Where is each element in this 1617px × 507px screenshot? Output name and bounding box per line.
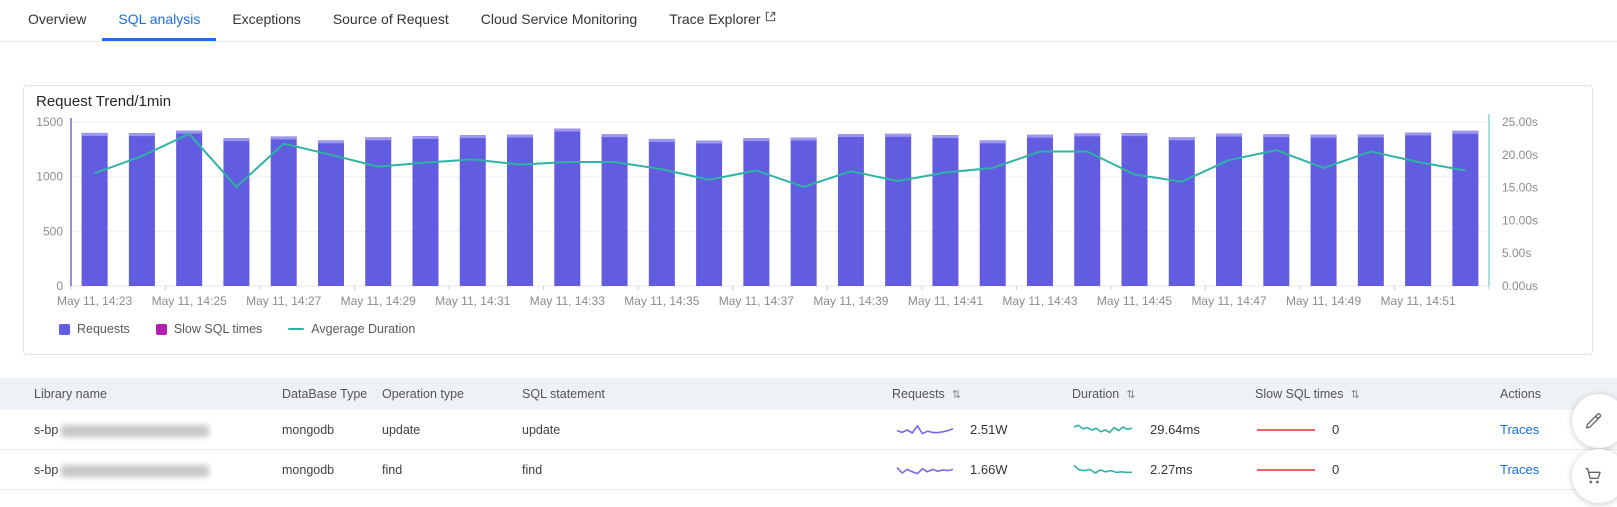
svg-text:May 11, 14:25: May 11, 14:25: [152, 294, 227, 308]
legend-item-slow-sql-times[interactable]: Slow SQL times: [155, 322, 263, 336]
slow-sql-sparkline: [1257, 469, 1315, 471]
request-trend-chart[interactable]: 0 500 1000 1500 0.00us 5.00s 10.00s 15.00s 20.00…: [24, 108, 1594, 334]
request-trend-card: Request Trend/1min 0 500 1000 1500 0.00us 5.0…: [23, 85, 1593, 355]
svg-text:May 11, 14:29: May 11, 14:29: [341, 294, 416, 308]
col-actions: Actions: [1500, 387, 1541, 401]
tab-bar: Overview SQL analysis Exceptions Source …: [0, 0, 1617, 42]
legend-label: Slow SQL times: [173, 322, 263, 336]
col-library-name: Library name: [34, 387, 107, 401]
legend-marker-line: [288, 327, 305, 331]
sql-statement-cell: update: [522, 423, 561, 437]
tab-label: Trace Explorer: [669, 11, 761, 27]
edit-fab-button[interactable]: [1572, 394, 1617, 448]
table-header: Library name DataBase Type Operation typ…: [0, 378, 1617, 410]
svg-text:500: 500: [43, 224, 63, 238]
database-type-cell: mongodb: [282, 463, 335, 477]
tab-cloud-service-monitoring[interactable]: Cloud Service Monitoring: [465, 0, 653, 41]
svg-text:May 11, 14:39: May 11, 14:39: [813, 294, 888, 308]
table-row[interactable]: s-bp mongodb find find 1.66W 2.27ms 0 Tr…: [0, 450, 1617, 490]
sort-icon[interactable]: ⇅: [1350, 389, 1360, 401]
traces-link[interactable]: Traces: [1500, 422, 1540, 437]
tab-source-of-request[interactable]: Source of Request: [317, 0, 465, 41]
svg-text:May 11, 14:41: May 11, 14:41: [908, 294, 983, 308]
database-type-cell: mongodb: [282, 423, 335, 437]
duration-value: 29.64ms: [1150, 422, 1200, 437]
svg-text:May 11, 14:35: May 11, 14:35: [624, 294, 699, 308]
svg-text:25.00s: 25.00s: [1502, 115, 1538, 129]
tab-label: SQL analysis: [118, 11, 201, 27]
slow-sql-sparkline: [1257, 429, 1315, 431]
svg-text:1500: 1500: [36, 115, 63, 129]
tab-label: Source of Request: [332, 11, 449, 27]
col-slow-sql-times: Slow SQL times ⇅: [1255, 387, 1360, 401]
operation-type-cell: find: [382, 463, 403, 477]
sql-statement-cell: find: [522, 463, 543, 477]
svg-text:May 11, 14:27: May 11, 14:27: [246, 294, 321, 308]
col-operation-type: Operation type: [382, 387, 464, 401]
tab-exceptions[interactable]: Exceptions: [216, 0, 316, 41]
library-name-cell: s-bp: [34, 410, 210, 450]
requests-value: 2.51W: [970, 422, 1008, 437]
requests-sparkline: [896, 424, 954, 435]
svg-text:May 11, 14:33: May 11, 14:33: [530, 294, 605, 308]
requests-value: 1.66W: [970, 462, 1008, 477]
svg-text:15.00s: 15.00s: [1502, 181, 1538, 195]
svg-text:5.00s: 5.00s: [1502, 246, 1531, 260]
svg-text:May 11, 14:37: May 11, 14:37: [719, 294, 794, 308]
library-name-redacted: [61, 464, 210, 477]
svg-text:May 11, 14:23: May 11, 14:23: [57, 294, 132, 308]
tab-label: Overview: [28, 11, 87, 27]
legend-item-avgerage-duration[interactable]: Avgerage Duration: [288, 322, 415, 336]
svg-text:0.00us: 0.00us: [1502, 279, 1538, 293]
svg-text:May 11, 14:45: May 11, 14:45: [1097, 294, 1172, 308]
slow-sql-value: 0: [1332, 422, 1340, 437]
tab-sql-analysis[interactable]: SQL analysis: [102, 0, 217, 41]
library-name-cell: s-bp: [34, 450, 210, 490]
tab-trace-explorer[interactable]: Trace Explorer: [653, 0, 792, 41]
library-name-redacted: [61, 424, 210, 437]
col-requests: Requests ⇅: [892, 387, 962, 401]
traces-link[interactable]: Traces: [1500, 462, 1540, 477]
svg-text:May 11, 14:49: May 11, 14:49: [1286, 294, 1361, 308]
requests-sparkline: [896, 467, 954, 475]
cart-icon: [1585, 467, 1601, 484]
col-database-type: DataBase Type: [282, 387, 368, 401]
legend-label: Avgerage Duration: [311, 322, 416, 336]
duration-value: 2.27ms: [1150, 462, 1193, 477]
svg-text:May 11, 14:31: May 11, 14:31: [435, 294, 510, 308]
svg-text:1000: 1000: [36, 170, 63, 184]
sort-icon[interactable]: ⇅: [1126, 389, 1136, 401]
svg-text:May 11, 14:51: May 11, 14:51: [1381, 294, 1456, 308]
cart-fab-button[interactable]: [1572, 449, 1617, 503]
svg-text:May 11, 14:47: May 11, 14:47: [1191, 294, 1266, 308]
svg-text:0: 0: [56, 279, 63, 293]
slow-sql-value: 0: [1332, 462, 1340, 477]
svg-text:May 11, 14:43: May 11, 14:43: [1002, 294, 1077, 308]
pencil-icon: [1585, 413, 1602, 429]
duration-sparkline: [1073, 424, 1133, 434]
tab-label: Cloud Service Monitoring: [480, 11, 638, 27]
duration-sparkline: [1073, 464, 1133, 474]
chart-legend: Requests Slow SQL times Avgerage Duratio…: [59, 322, 415, 336]
svg-text:20.00s: 20.00s: [1502, 148, 1538, 162]
legend-item-requests[interactable]: Requests: [59, 322, 130, 336]
col-sql-statement: SQL statement: [522, 387, 605, 401]
sort-icon[interactable]: ⇅: [951, 389, 962, 401]
chart-title: Request Trend/1min: [36, 93, 172, 110]
tab-overview[interactable]: Overview: [12, 0, 102, 41]
tab-label: Exceptions: [232, 11, 301, 27]
svg-text:10.00s: 10.00s: [1502, 213, 1538, 227]
legend-marker-square: [59, 323, 70, 335]
table-row[interactable]: s-bp mongodb update update 2.51W 29.64ms…: [0, 410, 1617, 450]
operation-type-cell: update: [382, 423, 421, 437]
col-duration: Duration ⇅: [1072, 387, 1136, 401]
external-link-icon: [766, 11, 776, 21]
legend-label: Requests: [77, 322, 130, 336]
legend-marker-square: [155, 323, 167, 335]
